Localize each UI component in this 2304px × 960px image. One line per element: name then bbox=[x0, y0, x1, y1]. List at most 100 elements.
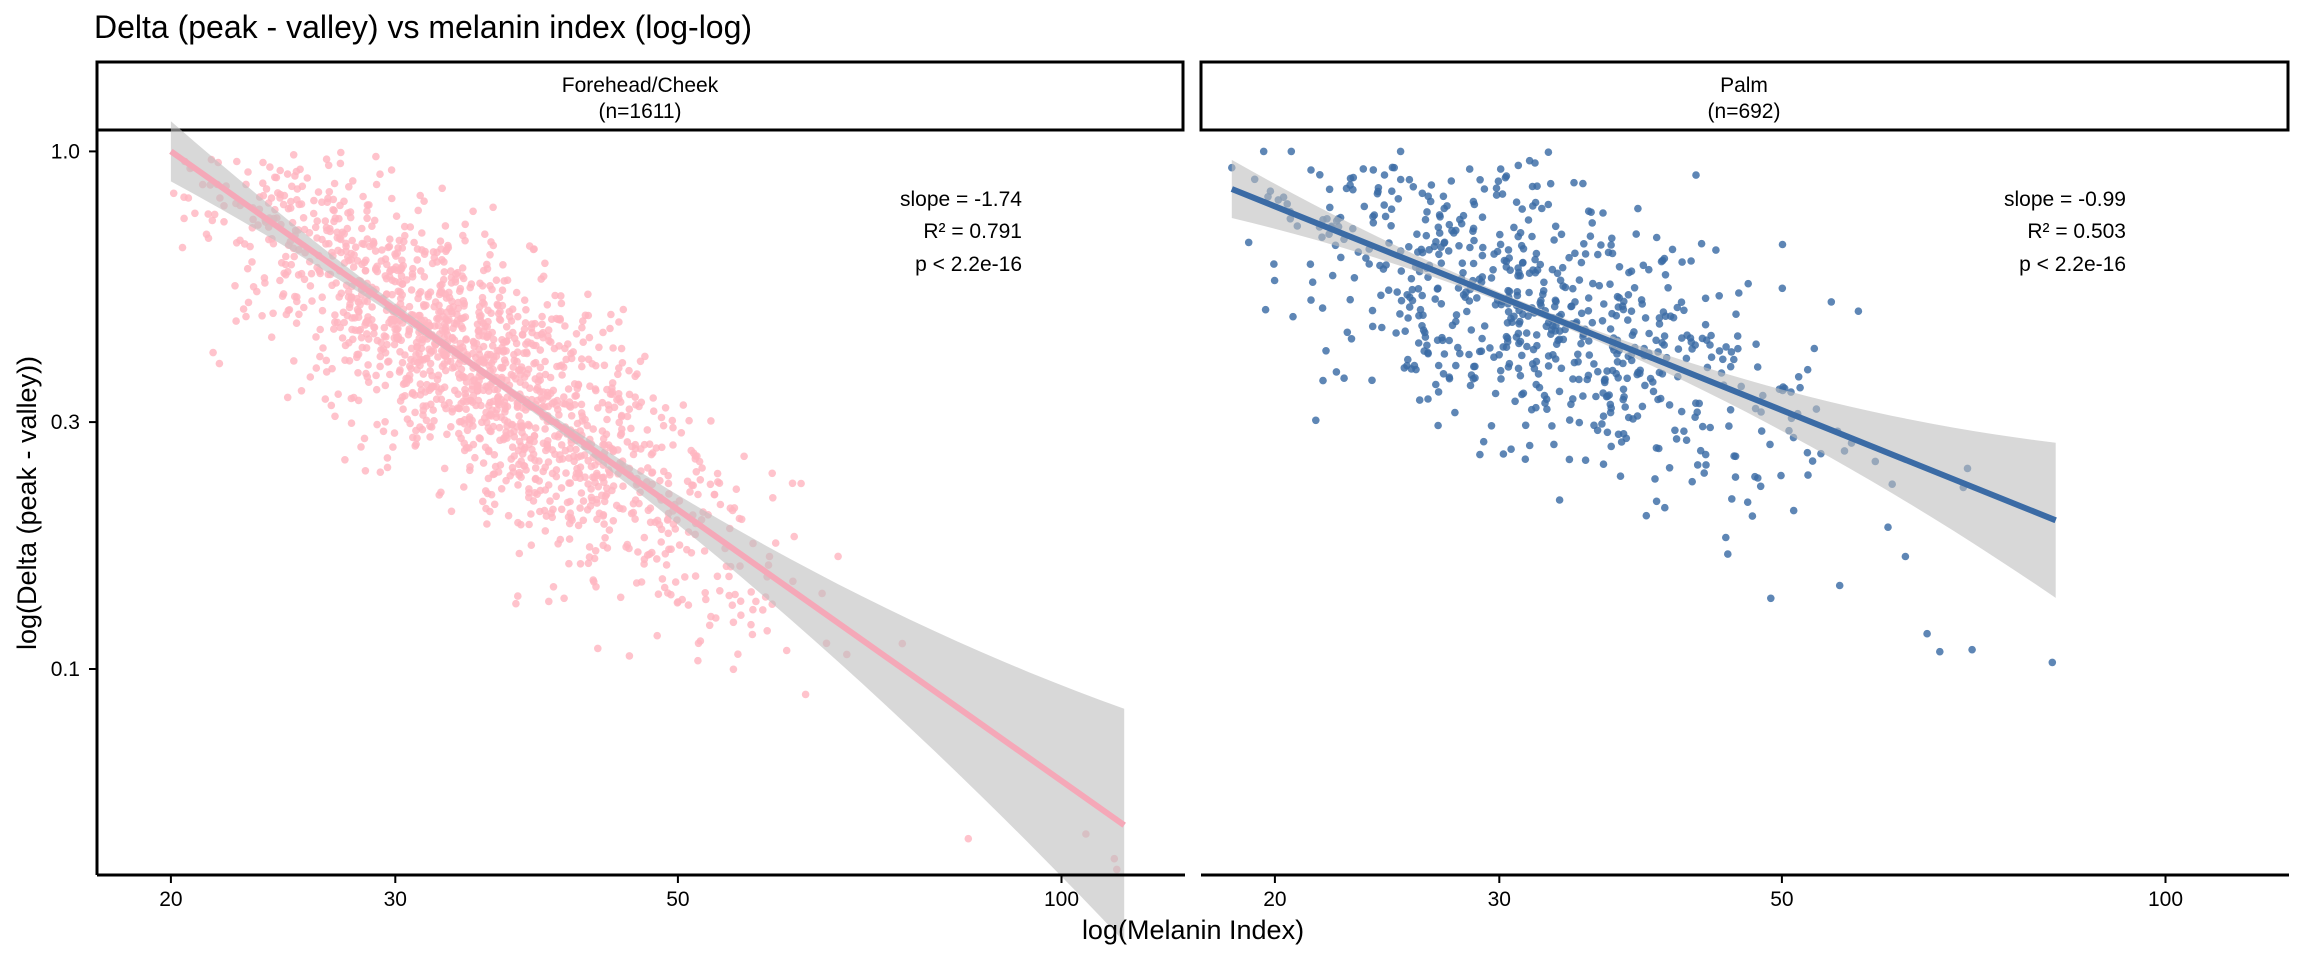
palm-point bbox=[1789, 506, 1798, 515]
forehead-cheek-point bbox=[615, 418, 623, 427]
forehead-cheek-point bbox=[725, 572, 733, 581]
palm-point bbox=[1540, 391, 1549, 400]
palm-point bbox=[1427, 181, 1436, 189]
forehead-cheek-point bbox=[707, 612, 715, 621]
forehead-cheek-point bbox=[402, 379, 411, 388]
forehead-cheek-point bbox=[295, 200, 304, 209]
strip-box-palm bbox=[1199, 60, 2290, 132]
palm-point bbox=[1706, 341, 1714, 349]
palm-point bbox=[1502, 263, 1511, 271]
forehead-cheek-point bbox=[573, 419, 582, 428]
palm-point bbox=[1612, 311, 1621, 320]
forehead-cheek-point bbox=[357, 443, 365, 451]
forehead-cheek-point bbox=[554, 315, 562, 324]
palm-point bbox=[1696, 446, 1705, 455]
forehead-cheek-point bbox=[560, 393, 568, 401]
palm-point bbox=[1439, 192, 1448, 201]
forehead-cheek-point bbox=[318, 198, 326, 206]
points-forehead-cheek bbox=[169, 148, 1121, 874]
palm-point bbox=[1677, 407, 1686, 416]
forehead-cheek-point bbox=[291, 172, 299, 180]
palm-point bbox=[1665, 464, 1674, 472]
forehead-cheek-point bbox=[334, 390, 343, 399]
forehead-cheek-point bbox=[485, 446, 493, 455]
forehead-cheek-point bbox=[684, 601, 693, 609]
palm-point bbox=[1623, 374, 1631, 383]
forehead-cheek-point bbox=[429, 406, 438, 414]
x-tick-label: 30 bbox=[1488, 888, 1511, 911]
forehead-cheek-point bbox=[434, 371, 443, 380]
forehead-cheek-point bbox=[208, 216, 217, 225]
palm-point bbox=[1534, 370, 1543, 378]
forehead-cheek-point bbox=[531, 358, 540, 367]
forehead-cheek-point bbox=[378, 246, 386, 254]
palm-point bbox=[1726, 406, 1735, 414]
forehead-cheek-point bbox=[520, 296, 529, 305]
forehead-cheek-point bbox=[364, 313, 372, 321]
palm-point bbox=[1396, 310, 1404, 318]
forehead-cheek-point bbox=[354, 298, 363, 306]
forehead-cheek-point bbox=[515, 549, 524, 558]
forehead-cheek-point bbox=[258, 312, 266, 320]
palm-point bbox=[1616, 472, 1625, 481]
forehead-cheek-point bbox=[416, 191, 425, 200]
forehead-cheek-point bbox=[558, 371, 566, 379]
forehead-cheek-point bbox=[594, 644, 602, 653]
forehead-cheek-point bbox=[362, 344, 371, 352]
forehead-cheek-point bbox=[452, 270, 460, 278]
palm-point bbox=[1660, 341, 1668, 349]
forehead-cheek-point bbox=[553, 362, 561, 371]
palm-point bbox=[1437, 259, 1446, 268]
forehead-cheek-point bbox=[344, 287, 353, 296]
forehead-cheek-point bbox=[476, 279, 484, 288]
palm-point bbox=[1445, 336, 1453, 345]
forehead-cheek-point bbox=[363, 214, 371, 223]
palm-point bbox=[1504, 308, 1513, 316]
forehead-cheek-point bbox=[420, 316, 429, 325]
palm-point bbox=[1384, 286, 1393, 295]
forehead-cheek-point bbox=[557, 484, 566, 492]
forehead-cheek-point bbox=[497, 395, 505, 404]
palm-point bbox=[1682, 436, 1691, 445]
forehead-cheek-point bbox=[710, 490, 719, 499]
palm-point bbox=[1599, 209, 1607, 217]
forehead-cheek-point bbox=[694, 656, 702, 665]
palm-point bbox=[1415, 396, 1424, 404]
forehead-cheek-point bbox=[562, 355, 570, 364]
forehead-cheek-point bbox=[625, 405, 634, 414]
forehead-cheek-point bbox=[385, 242, 394, 251]
palm-point bbox=[1756, 482, 1765, 491]
forehead-cheek-point bbox=[503, 422, 511, 430]
forehead-cheek-point bbox=[398, 358, 407, 367]
forehead-cheek-point bbox=[413, 434, 421, 442]
forehead-cheek-point bbox=[592, 361, 600, 370]
palm-point bbox=[1445, 373, 1454, 382]
forehead-cheek-point bbox=[306, 282, 315, 290]
forehead-cheek-point bbox=[531, 489, 539, 497]
forehead-cheek-point bbox=[204, 234, 213, 242]
palm-point bbox=[1584, 294, 1593, 302]
palm-point bbox=[1615, 263, 1624, 271]
forehead-cheek-point bbox=[514, 481, 522, 489]
forehead-cheek-point bbox=[694, 639, 703, 648]
forehead-cheek-point bbox=[392, 252, 400, 260]
palm-point bbox=[1514, 364, 1523, 373]
forehead-cheek-point bbox=[625, 652, 634, 660]
palm-point bbox=[1393, 288, 1401, 296]
palm-point bbox=[1621, 403, 1629, 411]
forehead-cheek-point bbox=[533, 384, 542, 392]
palm-point bbox=[1753, 363, 1762, 371]
forehead-cheek-point bbox=[290, 252, 299, 261]
stat-r2-palm: R² = 0.503 bbox=[2027, 220, 2126, 243]
palm-point bbox=[1459, 211, 1468, 220]
forehead-cheek-point bbox=[406, 419, 414, 428]
palm-point bbox=[1627, 307, 1636, 316]
palm-point bbox=[1531, 159, 1539, 167]
forehead-cheek-point bbox=[209, 348, 217, 357]
palm-point bbox=[1466, 243, 1474, 252]
forehead-cheek-point bbox=[398, 256, 406, 265]
forehead-cheek-point bbox=[603, 544, 612, 552]
palm-point bbox=[1360, 202, 1369, 211]
palm-point bbox=[1672, 435, 1681, 443]
palm-point bbox=[1766, 440, 1774, 449]
